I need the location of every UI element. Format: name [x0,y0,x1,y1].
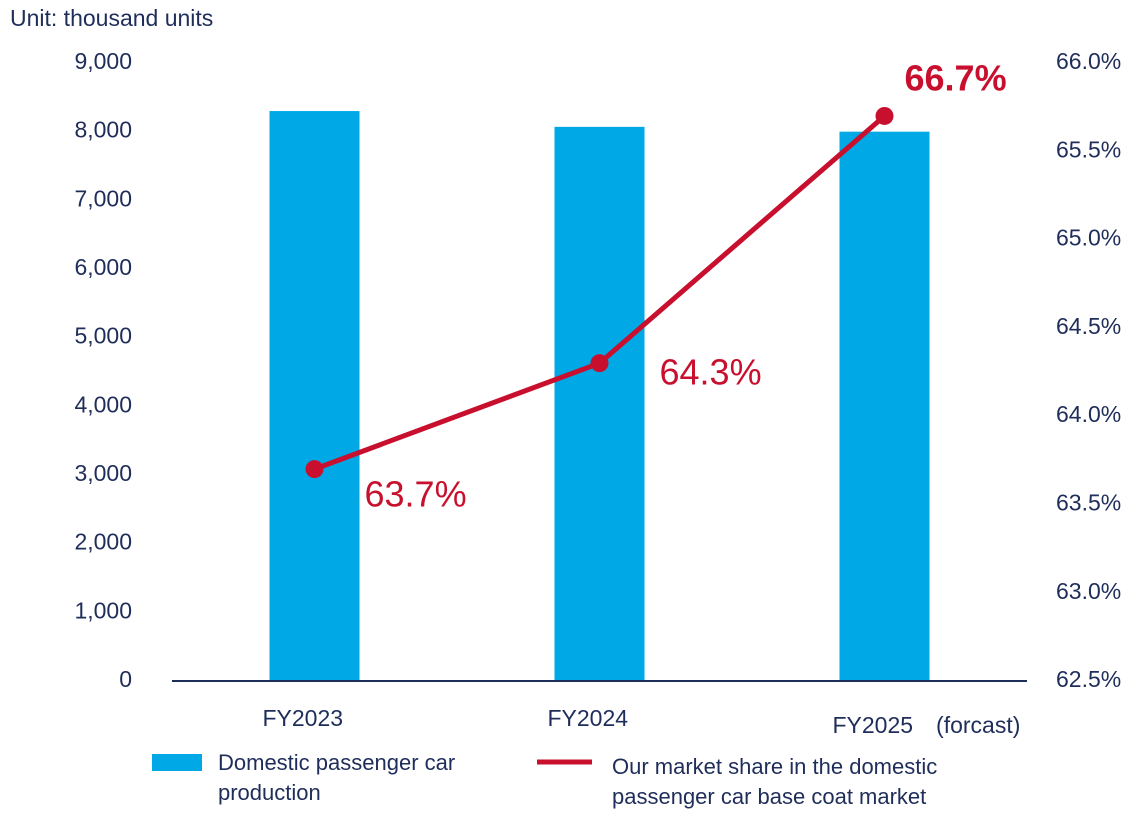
y2-tick-label: 65.0% [1056,225,1121,251]
y-tick-label: 7,000 [74,185,132,211]
y-tick-label: 9,000 [74,48,132,74]
y2-tick-label: 64.0% [1056,401,1121,427]
legend-label: Our market share in the domestic passeng… [612,754,938,809]
chart-title: Unit: thousand units [10,5,213,31]
line-point [305,460,324,479]
x-tick-label: FY2025 (forcast) [833,712,1021,738]
line-point [875,106,894,125]
y-tick-label: 1,000 [74,597,132,623]
y2-tick-label: 65.5% [1056,136,1121,162]
y-tick-label: 0 [119,666,132,692]
y-tick-label: 3,000 [74,460,132,486]
y-tick-label: 6,000 [74,254,132,280]
y-tick-label: 4,000 [74,391,132,417]
y2-tick-label: 63.0% [1056,578,1121,604]
y-tick-label: 5,000 [74,323,132,349]
bar [554,126,645,682]
bar [269,111,360,682]
bar [839,131,930,681]
line-point [590,354,609,373]
y2-tick-label: 63.5% [1056,490,1121,516]
legend-swatch [152,754,202,771]
annotation: 64.3% [660,352,762,393]
legend-label: Domestic passenger car production [218,750,456,805]
annotation: 63.7% [365,474,467,515]
y2-tick-label: 66.0% [1056,48,1121,74]
annotation: 66.7% [905,57,1007,98]
y2-tick-label: 62.5% [1056,666,1121,692]
y-tick-label: 8,000 [74,117,132,143]
x-tick-label: FY2024 [548,705,629,731]
x-tick-label: FY2023 [263,705,344,731]
y-tick-label: 2,000 [74,529,132,555]
y2-tick-label: 64.5% [1056,313,1121,339]
